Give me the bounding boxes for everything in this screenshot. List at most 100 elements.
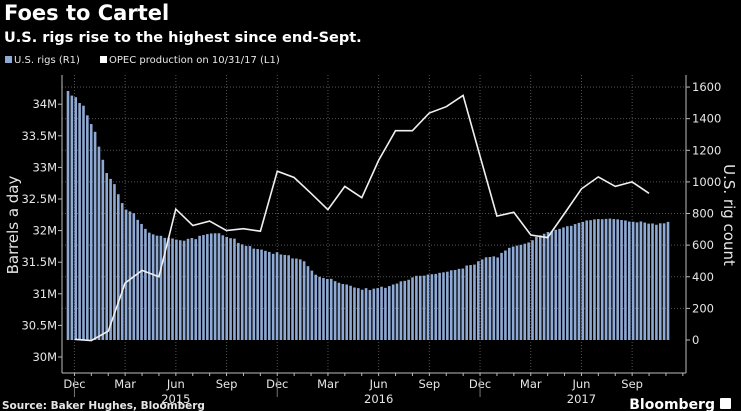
rig-bar: [523, 243, 527, 340]
rig-bar: [507, 247, 511, 340]
rig-bar: [589, 220, 592, 340]
rig-bar: [326, 278, 329, 340]
right-tick-label: 400: [692, 270, 714, 284]
chart-title: Foes to Cartel: [4, 1, 169, 25]
axes: [61, 75, 687, 374]
right-tick-label: 600: [692, 238, 714, 252]
opec-production-line: [74, 94, 650, 342]
x-axis-ticks: Dec Mar Jun Sep Dec Mar Jun Sep Dec Mar Jun Sep2015…: [63, 373, 684, 406]
left-axis-title: Barrels a day: [4, 176, 22, 275]
rig-bar: [612, 219, 616, 340]
rig-bar: [550, 231, 554, 340]
rig-bar: [279, 254, 283, 340]
rig-bar: [411, 277, 414, 340]
rig-bar: [357, 288, 360, 340]
right-tick-label: 1000: [692, 175, 721, 189]
rig-bar: [442, 272, 445, 340]
rig-bar: [573, 224, 577, 340]
rig-bar: [275, 252, 279, 340]
right-tick-label: 1200: [692, 143, 721, 157]
rig-bar: [244, 245, 248, 340]
rig-bar: [461, 268, 465, 340]
x-year-label: 2016: [364, 392, 393, 406]
rig-bar: [206, 234, 209, 340]
rig-bar: [422, 275, 426, 340]
rig-bar: [453, 269, 457, 340]
bloomberg-logo: Bloomberg: [629, 397, 715, 411]
rig-bar: [480, 259, 484, 340]
rig-bar: [182, 240, 186, 340]
rig-bar: [384, 287, 387, 340]
rig-bar: [627, 221, 631, 340]
rig-bar: [620, 220, 623, 340]
rig-bar: [186, 238, 190, 340]
rig-bar: [353, 287, 356, 340]
rig-bar: [546, 232, 550, 340]
rig-bar: [651, 223, 654, 340]
rig-bar: [639, 221, 643, 340]
rig-bar: [209, 233, 213, 340]
rig-bar: [74, 97, 78, 340]
left-tick-label: 33M: [32, 160, 57, 174]
right-tick-label: 0: [692, 333, 699, 347]
rig-bar: [237, 242, 240, 340]
x-month-label: Jun: [369, 377, 388, 391]
rig-bar: [554, 229, 558, 340]
rig-bar: [569, 225, 573, 340]
rig-bar: [395, 283, 399, 340]
rig-bar: [82, 105, 85, 340]
rig-bar: [600, 219, 604, 340]
rig-bar: [101, 159, 105, 340]
rig-bar: [155, 235, 159, 340]
rig-bar: [496, 257, 499, 340]
rig-bar: [171, 238, 174, 340]
rig-bar: [283, 254, 287, 340]
left-tick-label: 31.5M: [21, 255, 57, 269]
rig-bar: [178, 240, 182, 340]
rig-bar: [333, 281, 337, 340]
rig-bar: [302, 261, 306, 340]
rig-bar: [492, 256, 496, 340]
rig-bar: [271, 253, 275, 340]
rig-bar: [314, 274, 318, 340]
terminal-icon: [720, 398, 731, 409]
rig-bar: [117, 194, 120, 340]
legend-swatch-rigs: [5, 56, 12, 63]
rig-bar: [372, 288, 376, 340]
rig-bar: [295, 258, 298, 340]
rig-bar: [666, 221, 670, 340]
rig-bar: [465, 265, 469, 340]
rig-bar: [407, 279, 410, 340]
rig-bar: [562, 227, 565, 340]
rig-bar: [399, 281, 403, 340]
rig-bar: [337, 282, 341, 340]
left-tick-label: 32M: [32, 224, 57, 238]
rig-bar: [376, 288, 379, 340]
rig-bar: [643, 222, 647, 340]
x-year-label: 2015: [161, 392, 190, 406]
rig-bar: [147, 232, 151, 340]
rig-bar: [194, 239, 198, 340]
source-note: Source: Baker Hughes, Bloomberg: [2, 400, 205, 411]
rig-bar: [504, 250, 507, 340]
rig-bar: [89, 124, 93, 340]
rig-bar: [577, 222, 581, 340]
rig-bar: [500, 252, 503, 340]
rig-bar: [624, 220, 627, 340]
rig-bar: [511, 246, 515, 340]
x-month-label: Sep: [419, 377, 441, 391]
rig-bar: [488, 257, 492, 340]
rig-bar: [631, 221, 635, 340]
rig-bar: [190, 238, 194, 340]
rig-bar: [542, 233, 546, 340]
rig-bar: [345, 284, 349, 340]
rig-bar: [256, 249, 259, 340]
rig-bar: [341, 284, 345, 340]
rig-bar: [380, 286, 383, 340]
rig-bar: [159, 235, 163, 340]
rig-bar: [391, 284, 395, 340]
rig-bar: [593, 219, 596, 340]
rig-bar: [446, 271, 449, 340]
rig-bar: [120, 203, 124, 340]
